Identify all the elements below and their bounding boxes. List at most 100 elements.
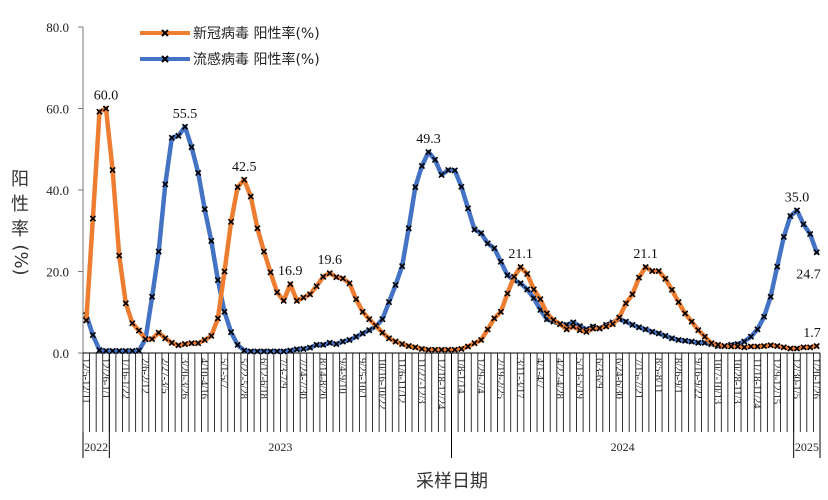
- data-point: [530, 294, 537, 302]
- y-axis-title: 阳 性 率 (%): [10, 169, 31, 276]
- x-tick-label: 10/7-10/13: [712, 358, 723, 404]
- data-point: [181, 340, 189, 348]
- data-point: [313, 341, 320, 349]
- data-point: [741, 344, 748, 351]
- x-tick-label: 4/10-4/16: [198, 358, 209, 399]
- data-point: [129, 320, 136, 327]
- data-label: 19.6: [318, 253, 343, 268]
- data-point: [760, 313, 768, 320]
- data-point: [458, 345, 465, 353]
- data-point: [642, 326, 649, 333]
- x-axis-title: 采样日期: [416, 471, 488, 492]
- data-point: [431, 156, 439, 164]
- data-point: [221, 308, 228, 316]
- data-point: [695, 327, 702, 334]
- series-covid: [83, 105, 820, 353]
- data-point: [234, 183, 241, 191]
- data-point: [214, 276, 222, 284]
- data-point: [326, 269, 333, 277]
- x-tick-label: 1/16-1/22: [119, 358, 130, 399]
- data-point: [227, 218, 235, 225]
- data-point: [418, 162, 426, 170]
- data-point: [471, 340, 478, 347]
- data-point: [477, 230, 485, 237]
- x-marker-icon: [161, 29, 169, 37]
- data-point: [366, 316, 373, 323]
- x-tick-label: 10/28-11/3: [731, 358, 742, 404]
- data-point: [662, 332, 669, 340]
- data-point: [293, 297, 301, 305]
- series-line: [84, 106, 819, 352]
- data-point: [438, 346, 445, 353]
- data-point: [576, 327, 583, 334]
- data-point: [563, 326, 570, 333]
- data-label: 55.5: [173, 107, 198, 122]
- data-point: [162, 335, 169, 342]
- data-point: [260, 248, 268, 255]
- data-point: [320, 273, 327, 280]
- x-tick-label: 2/6-2/12: [139, 358, 150, 394]
- data-point: [471, 226, 478, 233]
- data-point: [517, 280, 524, 287]
- data-point: [300, 345, 307, 353]
- series-flu: [83, 123, 820, 355]
- data-point: [83, 317, 90, 324]
- x-tick-label: 12/26-1/1: [100, 358, 111, 399]
- x-tick-label: 9/4-9/10: [336, 358, 347, 394]
- data-point: [688, 318, 695, 325]
- data-point: [425, 148, 432, 156]
- data-point: [668, 335, 676, 342]
- x-tick-label: 12/5-12/11: [80, 358, 91, 404]
- data-point: [681, 310, 689, 317]
- data-label: 35.0: [785, 190, 810, 205]
- data-point: [524, 286, 531, 293]
- data-point: [813, 342, 820, 350]
- data-point: [431, 346, 439, 353]
- data-point: [372, 322, 379, 329]
- year-label: 2023: [268, 440, 292, 454]
- data-point: [385, 298, 393, 306]
- data-point: [162, 181, 169, 188]
- data-point: [168, 339, 176, 346]
- data-point: [352, 296, 360, 303]
- data-point: [602, 323, 610, 330]
- data-point: [116, 347, 123, 355]
- data-point: [175, 132, 182, 139]
- data-point: [708, 340, 715, 347]
- data-point: [714, 341, 722, 349]
- x-tick-label: 6/24-6/30: [613, 358, 624, 399]
- y-tick-label: 80.0: [46, 20, 69, 35]
- data-point: [109, 347, 116, 355]
- legend: 新冠病毒 阳性率(%) 流感病毒 阳性率(%): [140, 25, 320, 68]
- data-point: [280, 297, 287, 305]
- data-point: [102, 347, 110, 355]
- data-point: [260, 348, 268, 355]
- data-point: [346, 336, 353, 344]
- data-point: [780, 233, 787, 241]
- data-point: [484, 326, 491, 333]
- data-point: [241, 347, 248, 354]
- data-point: [589, 325, 597, 332]
- data-point: [188, 144, 195, 151]
- y-axis-title-char: 性: [11, 194, 29, 215]
- data-point: [398, 340, 406, 348]
- y-tick-label: 40.0: [46, 183, 69, 198]
- data-point: [221, 268, 228, 275]
- data-label: 24.7: [796, 267, 821, 282]
- data-point: [800, 221, 807, 228]
- year-label: 2025: [795, 440, 819, 454]
- data-point: [273, 348, 281, 355]
- data-point: [280, 348, 287, 355]
- data-point: [649, 267, 656, 275]
- data-point: [155, 329, 162, 336]
- data-point: [306, 344, 314, 351]
- data-point: [754, 326, 761, 333]
- data-label: 60.0: [94, 89, 119, 104]
- x-tick-label: 6/12-6/18: [257, 358, 268, 399]
- data-point: [254, 348, 261, 355]
- data-point: [458, 183, 465, 190]
- data-point: [287, 280, 294, 288]
- data-point: [194, 340, 202, 347]
- data-point: [517, 263, 524, 271]
